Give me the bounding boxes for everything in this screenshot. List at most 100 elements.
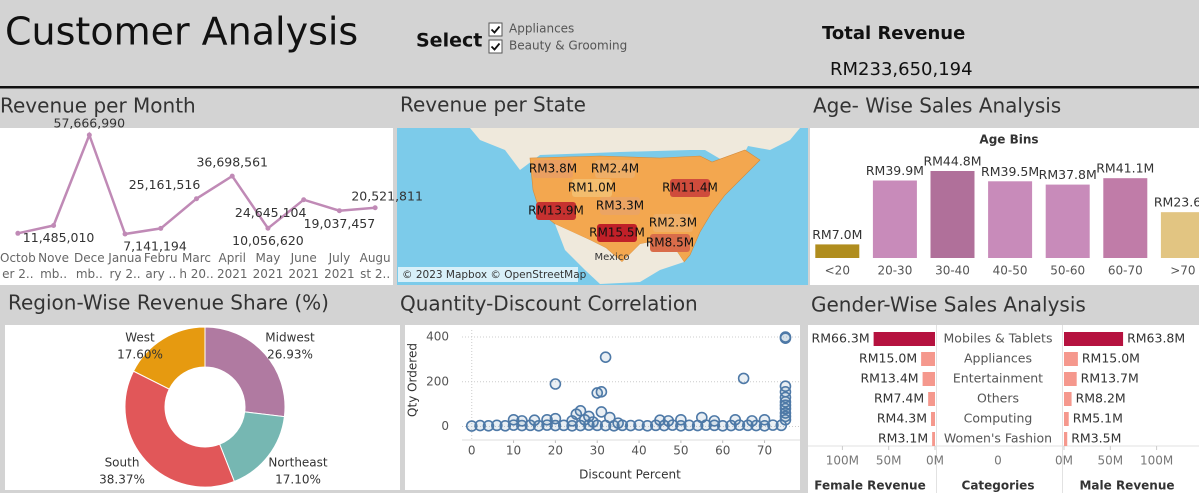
point bbox=[654, 414, 666, 427]
slice bbox=[204, 326, 286, 418]
data-label: RM13.7M bbox=[1081, 371, 1139, 386]
slice-value: 26.93% bbox=[267, 348, 313, 362]
y-tick-label: 400 bbox=[426, 330, 449, 344]
bar bbox=[872, 180, 917, 258]
x-tick-label: 100M bbox=[826, 454, 859, 468]
x-tick-label: 40 bbox=[631, 444, 646, 458]
bar bbox=[1064, 352, 1078, 366]
x-tick-label: 30-40 bbox=[935, 264, 970, 278]
attribution-bg bbox=[398, 267, 578, 282]
state-label: RM2.3M bbox=[649, 216, 697, 230]
data-label: 11,485,010 bbox=[23, 230, 95, 245]
panel bbox=[808, 325, 1199, 493]
filter-option[interactable]: Beauty & Grooming bbox=[509, 39, 627, 53]
point bbox=[779, 410, 792, 423]
point bbox=[612, 417, 624, 429]
data-label: 7,141,194 bbox=[123, 239, 187, 254]
x-tick-label: >70 bbox=[1170, 264, 1195, 278]
x-tick-label: Janua ry 2.. bbox=[107, 251, 141, 281]
point bbox=[708, 415, 721, 427]
point bbox=[465, 420, 478, 432]
x-tick-label: 60 bbox=[715, 444, 730, 458]
chart-title: Revenue per State bbox=[400, 93, 586, 117]
x-tick-label: 50M bbox=[876, 454, 902, 468]
category-label: Others bbox=[977, 391, 1019, 406]
bar bbox=[1045, 184, 1090, 258]
point bbox=[336, 208, 342, 214]
axis-title: Male Revenue bbox=[1079, 479, 1174, 493]
x-tick-label: Marc h 20.. bbox=[179, 251, 213, 281]
category-label: Women's Fashion bbox=[944, 431, 1052, 446]
data-label: 19,037,457 bbox=[304, 216, 376, 231]
x-tick-label: 50-60 bbox=[1050, 264, 1085, 278]
kpi-value: RM233,650,194 bbox=[830, 59, 973, 80]
state bbox=[670, 179, 710, 197]
bar bbox=[922, 372, 935, 386]
point bbox=[528, 414, 541, 427]
y-tick-label: 0 bbox=[441, 419, 449, 433]
data-label: RM8.2M bbox=[1076, 391, 1126, 406]
checkbox[interactable] bbox=[488, 22, 503, 37]
point bbox=[158, 225, 164, 231]
point bbox=[633, 419, 645, 431]
slice-value: 17.10% bbox=[275, 473, 321, 487]
chart-title: Gender-Wise Sales Analysis bbox=[811, 293, 1086, 317]
data-label: RM15.0M bbox=[859, 351, 917, 366]
data-label: RM41.1M bbox=[1096, 161, 1154, 176]
slice bbox=[124, 370, 235, 488]
state bbox=[536, 202, 576, 220]
point bbox=[595, 406, 608, 418]
bar bbox=[815, 244, 860, 258]
data-label: RM7.0M bbox=[812, 227, 862, 242]
point bbox=[641, 419, 654, 432]
x-tick-label: Dece mb.. bbox=[74, 251, 105, 281]
data-label: RM7.4M bbox=[874, 391, 924, 406]
check-mark bbox=[490, 42, 501, 51]
point bbox=[15, 230, 21, 236]
category-label: Mobiles & Tablets bbox=[944, 331, 1053, 346]
point bbox=[695, 411, 708, 424]
header-divider bbox=[0, 86, 1199, 89]
point bbox=[683, 419, 696, 432]
point bbox=[595, 386, 608, 398]
checkbox[interactable] bbox=[488, 39, 503, 54]
category-label: Entertainment bbox=[953, 371, 1043, 386]
point bbox=[499, 419, 512, 432]
chart-title: Age- Wise Sales Analysis bbox=[813, 94, 1061, 118]
bar bbox=[932, 432, 935, 446]
filter-option[interactable]: Appliances bbox=[509, 22, 574, 36]
x-tick-label: Octob er 2.. bbox=[0, 251, 36, 281]
point bbox=[507, 413, 520, 426]
data-label: RM39.5M bbox=[981, 164, 1039, 179]
x-tick-label: 10 bbox=[506, 444, 521, 458]
point bbox=[603, 411, 616, 424]
x-tick-label: 20 bbox=[548, 444, 563, 458]
x-tick-label: 0 bbox=[468, 444, 476, 458]
map-land bbox=[470, 128, 800, 170]
state bbox=[600, 197, 640, 215]
state bbox=[595, 160, 635, 178]
kpi-label: Total Revenue bbox=[822, 23, 965, 44]
page-title: Customer Analysis bbox=[5, 10, 358, 54]
state-label: RM13.9M bbox=[528, 204, 584, 218]
y-axis-title: Qty Ordered bbox=[406, 343, 420, 417]
x-tick-label: May 2021 bbox=[253, 251, 284, 281]
axis-title: Female Revenue bbox=[814, 479, 925, 493]
bar bbox=[931, 412, 935, 426]
data-label: RM15.0M bbox=[1082, 351, 1140, 366]
x-tick-label: 0M bbox=[926, 454, 944, 468]
slice-label: Northeast bbox=[268, 456, 328, 470]
slice-label: West bbox=[125, 331, 155, 345]
axis-title: Age Bins bbox=[979, 133, 1038, 147]
point bbox=[194, 196, 199, 202]
place-label: Mexico bbox=[595, 252, 630, 263]
point bbox=[51, 222, 57, 228]
x-tick-label: 50 bbox=[673, 444, 688, 458]
attribution: © 2023 Mapbox © OpenStreetMap bbox=[402, 269, 587, 281]
bar bbox=[873, 332, 935, 346]
x-tick-label: 100M bbox=[1140, 454, 1173, 468]
slice-value: 17.60% bbox=[117, 348, 163, 362]
data-label: RM39.9M bbox=[866, 163, 924, 178]
x-tick-label: 0M bbox=[1055, 454, 1073, 468]
point bbox=[746, 415, 758, 427]
